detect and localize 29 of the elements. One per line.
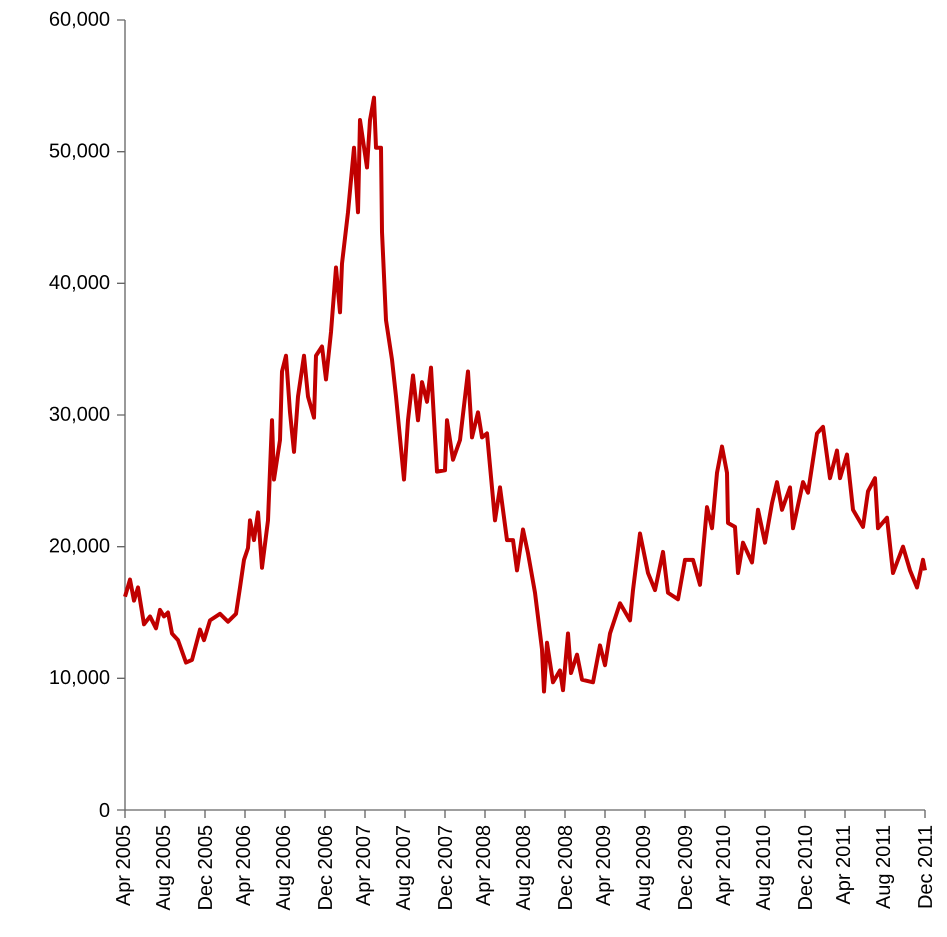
x-tick-label: Apr 2010: [716, 826, 734, 906]
y-tick-label: 20,000: [50, 538, 110, 555]
x-tick-label: Dec 2005: [198, 826, 212, 909]
x-tick-label: Aug 2010: [756, 826, 774, 911]
x-tick-label: Apr 2005: [116, 826, 134, 906]
x-tick-label: Aug 2007: [396, 826, 414, 911]
x-tick-label: Aug 2005: [156, 826, 174, 911]
line-series: [123, 96, 928, 694]
x-tick-label: Apr 2006: [236, 826, 254, 906]
y-tick-label: 10,000: [50, 670, 110, 687]
x-tick-label: Dec 2008: [558, 826, 572, 909]
x-tick-label: Aug 2006: [276, 826, 294, 911]
y-tick-label: 60,000: [50, 12, 110, 28]
x-tick-label: Aug 2009: [636, 826, 654, 911]
y-tick-label: 50,000: [50, 143, 110, 160]
x-tick-label: Apr 2007: [356, 826, 374, 906]
x-tick-label: Apr 2009: [596, 826, 614, 906]
y-tick-label: 0: [100, 802, 110, 818]
x-tick-label: Aug 2008: [516, 826, 534, 911]
x-tick-label: Aug 2011: [876, 826, 894, 910]
x-tick-label: Dec 2006: [318, 826, 332, 909]
x-tick-label: Dec 2010: [798, 826, 812, 909]
x-tick-label: Apr 2011: [836, 826, 854, 905]
x-tick-label: Dec 2011: [918, 826, 932, 908]
y-tick-label: 40,000: [49, 275, 110, 292]
y-tick-label: 30,000: [50, 406, 110, 424]
x-tick-label: Dec 2007: [438, 826, 452, 909]
x-tick-label: Apr 2008: [476, 826, 494, 906]
x-tick-label: Dec 2009: [678, 826, 692, 909]
